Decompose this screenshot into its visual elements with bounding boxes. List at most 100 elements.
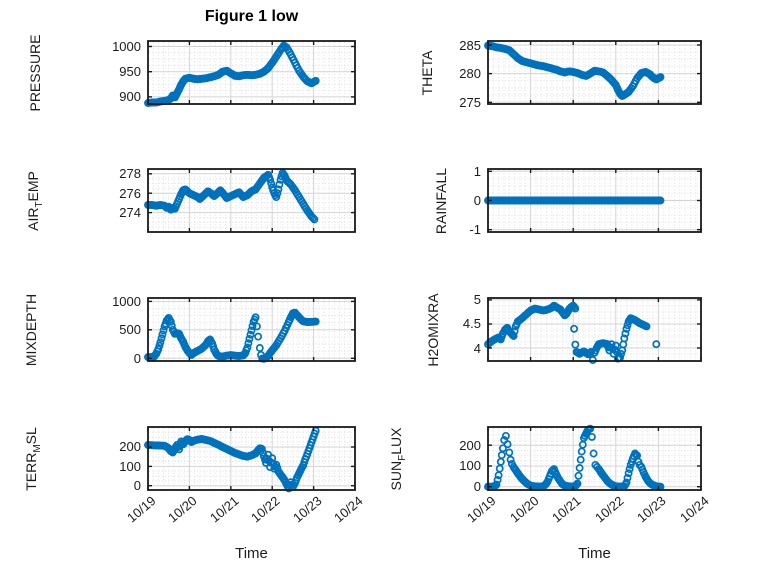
pressure-y-label-text: PRESSURE <box>27 33 43 112</box>
theta-axes-frame <box>487 40 702 105</box>
data-point-marker <box>257 444 266 453</box>
theta-data-markers <box>484 41 665 100</box>
sun-flux-axes-frame <box>487 426 702 491</box>
subplot-air-temp <box>144 168 356 233</box>
pressure-axes-frame <box>147 40 356 105</box>
theta-ytick-label: 285 <box>459 37 481 53</box>
theta-y-label-text: THETA <box>419 50 435 95</box>
h2omixra-ytick-label: 4.5 <box>462 316 481 332</box>
data-point-marker <box>620 334 629 343</box>
subplot-pressure <box>144 40 356 107</box>
h2omixra-data-markers <box>484 301 661 364</box>
sun-flux-ytick-label: 0 <box>473 479 481 495</box>
data-point-marker <box>505 448 514 457</box>
air-temp-y-axis-label: AIRTEMP <box>25 171 45 231</box>
rainfall-data-markers <box>484 196 665 205</box>
data-point-marker <box>252 322 261 331</box>
data-point-marker <box>625 465 634 474</box>
mixdepth-data-markers <box>144 308 320 363</box>
data-point-marker <box>310 215 319 224</box>
rainfall-axes-frame <box>487 168 702 233</box>
rainfall-minor-grid <box>489 170 700 231</box>
rainfall-y-axis-label: RAINFALL <box>433 167 449 233</box>
subplot-h2omixra <box>484 297 702 364</box>
air-temp-y-label-text: AIR <box>25 207 41 231</box>
figure-title: Figure 1 low <box>204 8 299 25</box>
data-point-marker <box>156 338 165 347</box>
data-point-marker <box>158 330 167 339</box>
sun-flux-ytick-label: 100 <box>459 458 481 474</box>
sun-flux-y-label-subscript: F <box>397 454 408 461</box>
data-point-marker <box>275 180 284 189</box>
data-point-marker <box>617 350 626 358</box>
data-point-marker <box>510 327 519 336</box>
theta-ytick-label: 280 <box>459 66 481 82</box>
data-point-marker <box>575 464 584 472</box>
terr-msl-ytick-label: 0 <box>133 478 141 494</box>
sun-flux-y-label-text: SUN <box>388 460 404 490</box>
data-point-marker <box>589 449 598 458</box>
data-point-marker <box>622 324 631 333</box>
rainfall-ytick-label: 0 <box>473 193 481 208</box>
air-temp-ytick-label: 274 <box>119 205 141 221</box>
data-point-marker <box>623 473 632 482</box>
air-temp-ytick-label: 276 <box>119 185 141 201</box>
pressure-ytick-label: 900 <box>119 89 141 105</box>
data-point-marker <box>624 469 633 478</box>
data-point-marker <box>246 330 255 339</box>
terr-msl-y-label-subscript: M <box>32 443 43 453</box>
data-point-marker <box>577 447 586 456</box>
sun-flux-ytick-label: 200 <box>459 437 481 453</box>
pressure-major-grid <box>149 42 354 103</box>
data-point-marker <box>588 356 597 364</box>
air-temp-y-label-text: EMP <box>25 170 41 201</box>
mixdepth-y-label-text: MIXDEPTH <box>23 293 39 366</box>
subplot-sun-flux <box>484 424 702 491</box>
data-point-marker <box>501 431 510 440</box>
terr-msl-y-axis-label: TERRMSL <box>23 427 43 491</box>
data-point-marker <box>576 455 585 464</box>
data-point-marker <box>159 326 168 335</box>
h2omixra-ytick-label: 5 <box>473 292 481 308</box>
data-point-marker <box>155 341 164 350</box>
mixdepth-y-axis-label: MIXDEPTH <box>23 293 39 365</box>
data-point-marker <box>572 480 581 489</box>
subplot-theta <box>484 40 702 105</box>
data-point-marker <box>263 454 271 463</box>
terr-msl-ytick-label: 100 <box>119 458 141 474</box>
data-point-marker <box>175 445 184 454</box>
data-point-marker <box>251 313 260 322</box>
data-point-marker <box>311 317 320 326</box>
air-temp-axes-frame <box>147 168 356 233</box>
data-point-marker <box>574 471 583 480</box>
data-point-marker <box>587 347 596 356</box>
data-point-marker <box>496 457 505 466</box>
subplot-mixdepth <box>144 297 356 363</box>
data-point-marker <box>571 304 580 313</box>
sun-flux-y-axis-label: SUNFLUX <box>388 427 408 490</box>
data-point-marker <box>311 76 320 85</box>
mixdepth-axes-frame <box>147 297 356 362</box>
rainfall-y-label-text: RAINFALL <box>433 167 449 234</box>
data-point-marker <box>498 444 507 453</box>
sun-flux-y-label-text: LUX <box>388 427 404 455</box>
theta-y-axis-label: THETA <box>419 50 435 95</box>
data-point-marker <box>254 332 263 341</box>
data-point-marker <box>244 339 253 348</box>
air-temp-ytick-label: 278 <box>119 166 141 182</box>
data-point-marker <box>503 440 512 449</box>
data-point-marker <box>607 340 616 349</box>
theta-ytick-label: 275 <box>459 94 481 110</box>
h2omixra-y-axis-label: H2OMIXRA <box>425 293 441 366</box>
terr-msl-ytick-label: 200 <box>119 439 141 455</box>
data-point-marker <box>573 479 582 488</box>
data-point-marker <box>266 175 275 184</box>
subplot-terr-msl <box>144 426 356 493</box>
data-point-marker <box>586 424 595 433</box>
data-point-marker <box>656 196 665 205</box>
terr-msl-y-label-text: TERR <box>23 452 39 491</box>
subplot-rainfall <box>484 168 702 233</box>
data-point-marker <box>492 480 501 489</box>
